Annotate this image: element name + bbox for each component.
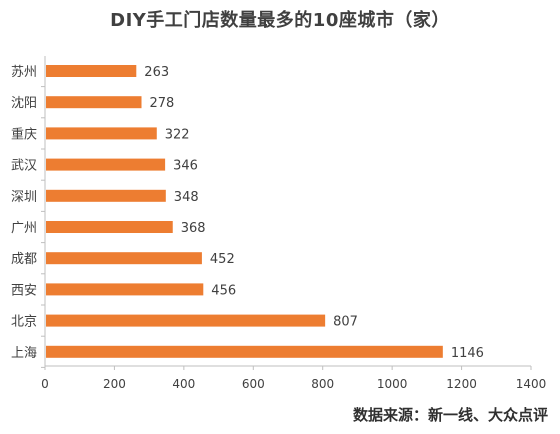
bar [46, 96, 142, 109]
category-label: 北京 [11, 315, 37, 330]
x-tick-label: 1000 [377, 377, 408, 391]
category-label: 沈阳 [11, 96, 37, 111]
data-label: 452 [210, 252, 235, 267]
category-label: 广州 [11, 221, 37, 236]
data-label: 263 [144, 65, 169, 80]
bar [46, 314, 326, 327]
bar [46, 158, 166, 171]
category-label: 重庆 [11, 126, 37, 142]
x-tick-label: 1200 [446, 377, 477, 391]
category-label: 西安 [11, 283, 37, 298]
category-label: 苏州 [11, 64, 37, 80]
bar [46, 345, 443, 358]
x-tick-label: 200 [103, 377, 126, 391]
x-tick-label: 1400 [516, 377, 547, 391]
bar [46, 65, 137, 77]
category-label: 武汉 [11, 159, 37, 174]
data-label: 278 [150, 96, 175, 111]
category-label: 成都 [11, 252, 37, 267]
data-label: 456 [211, 283, 236, 298]
category-label: 深圳 [11, 190, 37, 205]
x-tick-label: 400 [172, 377, 195, 391]
bar [46, 221, 173, 233]
data-label: 348 [174, 190, 199, 205]
bar [46, 283, 204, 296]
data-label: 368 [181, 221, 206, 236]
x-tick-label: 600 [242, 377, 265, 391]
data-label: 1146 [451, 346, 484, 361]
source-note: 数据来源：新一线、大众点评 [352, 406, 548, 424]
bar [46, 127, 157, 140]
data-label: 322 [165, 127, 190, 142]
bar [46, 189, 166, 202]
x-tick-label: 800 [311, 377, 334, 391]
chart-title: DIY手工门店数量最多的10座城市（家） [110, 10, 450, 31]
data-label: 346 [173, 159, 198, 174]
x-tick-label: 0 [41, 377, 49, 391]
bar [46, 252, 202, 265]
data-label: 807 [333, 315, 358, 330]
category-label: 上海 [11, 346, 37, 361]
